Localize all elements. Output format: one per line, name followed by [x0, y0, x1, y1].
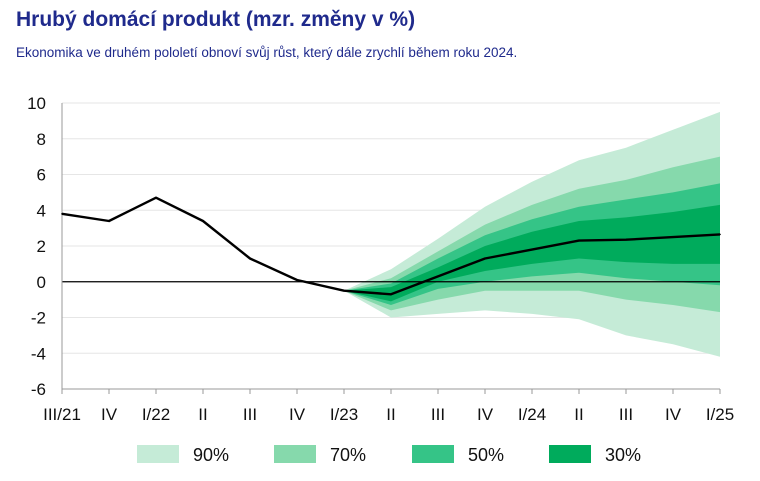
y-tick-label: 8: [37, 130, 46, 149]
y-tick-label: 6: [37, 166, 46, 185]
legend-swatch: [274, 445, 316, 463]
legend-label: 50%: [468, 445, 504, 465]
x-tick-label: III: [619, 405, 633, 424]
x-tick-label: II: [386, 405, 395, 424]
gdp-point: [672, 236, 674, 238]
y-tick-label: 2: [37, 237, 46, 256]
series-lines: [61, 196, 721, 296]
y-tick-label: -6: [31, 380, 46, 399]
x-tick-label: II: [574, 405, 583, 424]
legend-swatch: [549, 445, 591, 463]
x-tick-label: IV: [665, 405, 682, 424]
gdp-point: [578, 239, 580, 242]
x-tick-label: IV: [289, 405, 306, 424]
legend-swatch: [137, 445, 179, 463]
legend: 90% 70% 50% 30%: [137, 445, 641, 465]
gdp-point: [719, 233, 721, 236]
x-tick-label: IV: [101, 405, 118, 424]
chart-subtitle: Ekonomika ve druhém pololetí obnoví svůj…: [16, 45, 518, 60]
y-tick-label: 10: [27, 94, 46, 113]
fan-bands: [344, 111, 720, 357]
gdp-point: [61, 213, 63, 215]
x-tick-label: III/21: [43, 405, 81, 424]
chart-title: Hrubý domácí produkt (mzr. změny v %): [16, 8, 416, 31]
x-tick-label: I/24: [518, 405, 546, 424]
gdp-point: [484, 257, 486, 260]
legend-label: 90%: [193, 445, 229, 465]
gdp-point: [437, 275, 439, 278]
y-tick-label: -4: [31, 344, 46, 363]
legend-label: 30%: [605, 445, 641, 465]
gdp-point: [108, 220, 110, 222]
gdp-point: [249, 257, 251, 260]
axes: [61, 103, 721, 394]
x-tick-label: III: [243, 405, 257, 424]
x-tick-label: I/23: [330, 405, 358, 424]
gdp-point: [625, 238, 627, 241]
legend-swatch: [412, 445, 454, 463]
x-tick-label: I/22: [142, 405, 170, 424]
gdp-point: [155, 196, 157, 199]
gdp-point: [531, 248, 533, 251]
gdp-point: [343, 289, 345, 292]
gdp-point: [296, 279, 298, 281]
x-tick-label: I/25: [706, 405, 734, 424]
legend-label: 70%: [330, 445, 366, 465]
y-tick-label: 0: [37, 273, 46, 292]
gdp-point: [390, 293, 392, 296]
y-tick-label: -2: [31, 309, 46, 328]
x-tick-label: IV: [477, 405, 494, 424]
x-tick-label: II: [198, 405, 207, 424]
y-tick-label: 4: [37, 201, 46, 220]
gdp-point: [202, 220, 204, 222]
x-tick-label: III: [431, 405, 445, 424]
